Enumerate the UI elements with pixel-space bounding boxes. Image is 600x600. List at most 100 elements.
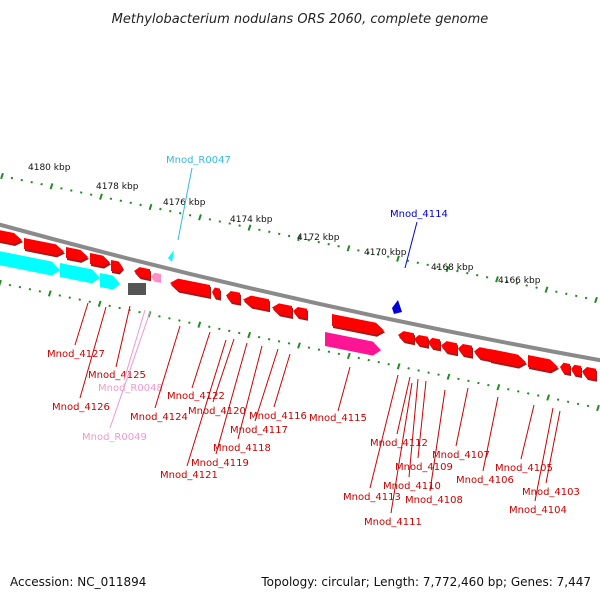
outer-ring-major-tick — [346, 245, 351, 252]
inner-ring-minor-tick — [536, 394, 540, 397]
inner-ring-minor-tick — [457, 377, 460, 381]
gene-arrow — [458, 343, 473, 359]
callout-line — [404, 221, 418, 269]
inner-ring-minor-tick — [208, 325, 211, 329]
outer-ring-minor-tick — [535, 286, 538, 289]
inner-ring-minor-tick — [118, 306, 121, 310]
scale-label: 4172 kbp — [297, 233, 340, 243]
inner-ring-minor-tick — [507, 387, 510, 391]
outer-ring-minor-tick — [565, 292, 568, 296]
inner-ring-minor-tick — [337, 352, 341, 356]
outer-ring-minor-tick — [525, 284, 528, 287]
inner-ring-minor-tick — [467, 379, 470, 383]
inner-ring-major-tick — [446, 373, 451, 380]
gene-arrow — [243, 295, 270, 313]
callout-line — [534, 407, 554, 502]
callout-line — [455, 387, 469, 447]
callout-line — [429, 389, 446, 492]
inner-ring-minor-tick — [556, 398, 560, 401]
gene-arrow — [293, 306, 308, 321]
outer-ring-major-tick — [198, 214, 202, 221]
inner-ring-major-tick — [0, 279, 2, 287]
gene-arrow — [441, 341, 458, 357]
outer-ring-minor-tick — [258, 228, 261, 231]
gene-arrow — [170, 278, 211, 299]
scale-label: 4168 kbp — [431, 263, 474, 273]
scale-label: 4178 kbp — [96, 182, 139, 192]
inner-ring-minor-tick — [586, 404, 590, 408]
gene-label: Mnod_4120 — [188, 406, 246, 417]
pseudogene-block — [128, 283, 146, 295]
gene-arrow — [474, 347, 491, 363]
outer-ring-minor-tick — [129, 201, 132, 205]
outer-ring-minor-tick — [60, 187, 63, 190]
scale-label: 4170 kbp — [364, 248, 407, 258]
inner-ring-minor-tick — [367, 358, 371, 362]
inner-ring-minor-tick — [227, 329, 231, 333]
outer-ring-minor-tick — [159, 207, 162, 211]
outer-ring-minor-tick — [268, 230, 271, 234]
outer-ring-minor-tick — [426, 263, 429, 267]
inner-ring-minor-tick — [407, 367, 410, 370]
callout-line — [417, 380, 427, 459]
outer-ring-minor-tick — [79, 191, 83, 194]
outer-ring-minor-tick — [109, 197, 113, 200]
gene-label: Mnod_4126 — [52, 402, 110, 413]
inner-ring-minor-tick — [287, 342, 291, 345]
gene-label: Mnod_R0049 — [82, 432, 147, 443]
gene-label: Mnod_4121 — [160, 470, 218, 481]
gene-arrow — [66, 247, 89, 263]
outer-ring-major-tick — [396, 255, 400, 262]
outer-ring-major-tick — [297, 234, 301, 242]
callout-line — [408, 378, 419, 478]
gene-arrow — [428, 337, 441, 352]
inner-ring-minor-tick — [277, 340, 281, 343]
gene-label: Mnod_4103 — [522, 487, 580, 498]
outer-ring-minor-tick — [169, 209, 172, 213]
inner-ring-minor-tick — [78, 298, 81, 301]
inner-ring-major-tick — [596, 404, 600, 412]
outer-ring-major-tick — [148, 203, 153, 211]
callout-line — [215, 342, 248, 455]
inner-ring-major-tick — [546, 394, 551, 401]
inner-ring-minor-tick — [437, 373, 440, 376]
trna-marker — [168, 250, 174, 262]
gene-arrow — [226, 290, 241, 306]
scale-label: 4174 kbp — [230, 215, 273, 225]
inner-ring-minor-tick — [28, 287, 32, 291]
inner-ring-major-tick — [97, 300, 102, 307]
outer-ring-minor-tick — [287, 234, 291, 238]
outer-ring-major-tick — [544, 286, 549, 293]
inner-ring-minor-tick — [108, 304, 111, 308]
inner-ring-minor-tick — [257, 335, 261, 339]
outer-ring-minor-tick — [357, 249, 360, 252]
inner-ring-minor-tick — [427, 371, 430, 374]
gene-label: Mnod_4118 — [213, 443, 271, 454]
map-title: Methylobacterium nodulans ORS 2060, comp… — [112, 12, 489, 27]
outer-ring-minor-tick — [555, 290, 558, 293]
gene-label: Mnod_4106 — [456, 475, 514, 486]
outer-ring-major-tick — [247, 224, 252, 231]
outer-ring-minor-tick — [436, 265, 439, 269]
gene-label: Mnod_4109 — [395, 462, 453, 473]
scale-label: 4166 kbp — [498, 276, 541, 286]
inner-ring-major-tick — [247, 331, 252, 339]
gene-arrow — [398, 331, 415, 346]
inner-ring-major-tick — [396, 363, 401, 370]
callout-line — [123, 309, 146, 381]
inner-ring-minor-tick — [267, 337, 271, 341]
outer-ring-minor-tick — [40, 183, 43, 186]
outer-ring-minor-tick — [456, 269, 459, 273]
callout-line — [545, 410, 561, 484]
inner-ring-minor-tick — [237, 331, 241, 335]
inner-ring-minor-tick — [317, 348, 321, 351]
inner-ring-minor-tick — [387, 362, 390, 366]
gene-arrow — [111, 260, 124, 275]
scale-label: 4180 kbp — [28, 163, 71, 173]
inner-ring-minor-tick — [8, 283, 12, 287]
gene-label: Mnod_4119 — [191, 458, 249, 469]
outer-ring-major-tick — [0, 172, 4, 180]
callout-line — [520, 404, 535, 460]
outer-ring-minor-tick — [584, 296, 588, 300]
